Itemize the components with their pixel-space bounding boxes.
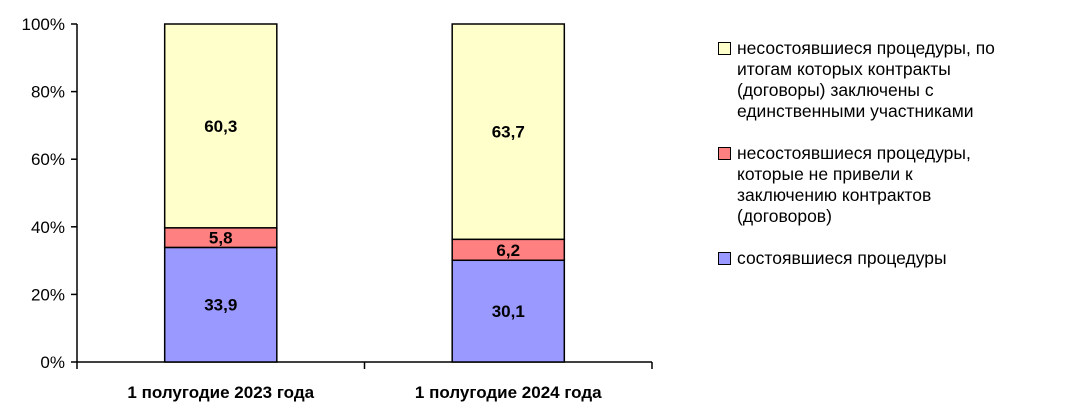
y-tick-label: 80% bbox=[31, 83, 65, 102]
y-tick-label: 40% bbox=[31, 218, 65, 237]
y-tick-label: 20% bbox=[31, 285, 65, 304]
legend-item: несостоявшиеся процедуры, которые не при… bbox=[718, 143, 1068, 227]
x-category-label: 1 полугодие 2023 года bbox=[127, 383, 314, 402]
legend-swatch bbox=[718, 42, 731, 55]
x-category-label: 1 полугодие 2024 года bbox=[415, 383, 602, 402]
bar-segment bbox=[451, 23, 566, 241]
data-label: 6,2 bbox=[496, 241, 520, 260]
y-tick-label: 0% bbox=[40, 353, 65, 372]
data-label: 33,9 bbox=[204, 296, 237, 315]
bar-segment bbox=[163, 23, 278, 229]
chart-legend: несостоявшиеся процедуры, по итогам кото… bbox=[718, 38, 1068, 290]
data-label: 63,7 bbox=[492, 123, 525, 142]
data-label: 5,8 bbox=[209, 229, 233, 248]
legend-swatch bbox=[718, 252, 731, 265]
data-label: 30,1 bbox=[492, 302, 525, 321]
y-tick-label: 100% bbox=[22, 15, 65, 34]
bar-segment bbox=[163, 246, 278, 363]
legend-label: несостоявшиеся процедуры, которые не при… bbox=[737, 143, 971, 226]
y-tick-label: 60% bbox=[31, 150, 65, 169]
legend-label: состоявшиеся процедуры bbox=[737, 248, 947, 268]
legend-swatch bbox=[718, 147, 731, 160]
legend-label: несостоявшиеся процедуры, по итогам кото… bbox=[737, 38, 995, 121]
legend-item: состоявшиеся процедуры bbox=[718, 248, 1068, 269]
data-label: 60,3 bbox=[204, 117, 237, 136]
bar-segment bbox=[451, 259, 566, 363]
legend-item: несостоявшиеся процедуры, по итогам кото… bbox=[718, 38, 1068, 122]
